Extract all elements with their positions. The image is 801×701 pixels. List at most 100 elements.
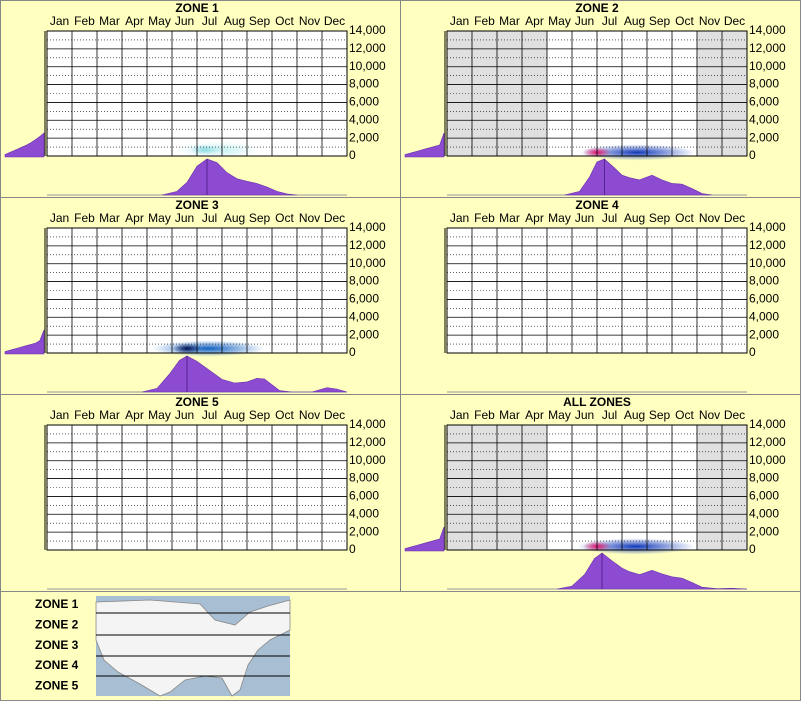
month-label: Feb xyxy=(74,408,95,422)
month-label: Dec xyxy=(324,211,345,225)
month-label: Apr xyxy=(125,211,144,225)
panel-title: ZONE 5 xyxy=(175,395,219,409)
y-tick-label: 10,000 xyxy=(749,453,786,467)
month-label: Sep xyxy=(649,408,671,422)
y-tick-label: 2,000 xyxy=(749,130,779,144)
y-tick-label: 14,000 xyxy=(749,417,786,431)
month-label: Mar xyxy=(99,211,120,225)
month-label: May xyxy=(148,14,171,28)
plot-border xyxy=(46,30,348,157)
shaded-month xyxy=(472,425,497,550)
y-tick-label: 12,000 xyxy=(349,238,386,252)
month-label: Apr xyxy=(125,14,144,28)
month-label: Dec xyxy=(324,408,345,422)
month-label: Mar xyxy=(499,211,520,225)
month-label: Sep xyxy=(649,14,671,28)
month-label: Mar xyxy=(499,408,520,422)
y-tick-label: 12,000 xyxy=(349,41,386,55)
month-label: Feb xyxy=(74,14,95,28)
y-tick-label: 8,000 xyxy=(349,471,379,485)
month-label: May xyxy=(548,211,571,225)
month-label: Oct xyxy=(275,14,294,28)
y-tick-label: 8,000 xyxy=(349,77,379,91)
month-label: Jun xyxy=(575,408,594,422)
panel-title: ZONE 4 xyxy=(575,198,619,212)
y-tick-label: 4,000 xyxy=(349,309,379,323)
month-label: Jan xyxy=(50,408,69,422)
month-label: Jun xyxy=(575,14,594,28)
y-tick-label: 6,000 xyxy=(749,95,779,109)
month-label: Dec xyxy=(724,211,745,225)
month-label: Mar xyxy=(99,408,120,422)
month-label: Jan xyxy=(450,408,469,422)
panel-title: ZONE 3 xyxy=(175,198,219,212)
month-label: Mar xyxy=(99,14,120,28)
y-tick-label: 12,000 xyxy=(749,41,786,55)
month-label: Jun xyxy=(575,211,594,225)
month-label: Jan xyxy=(450,14,469,28)
shaded-month xyxy=(722,425,747,550)
month-label: Oct xyxy=(675,211,694,225)
month-label: May xyxy=(148,408,171,422)
month-label: Jan xyxy=(50,211,69,225)
month-label: Jun xyxy=(175,14,194,28)
month-density xyxy=(141,355,348,393)
month-label: Aug xyxy=(224,408,245,422)
y-tick-label: 10,000 xyxy=(349,59,386,73)
y-tick-label: 8,000 xyxy=(749,274,779,288)
month-label: Jan xyxy=(450,211,469,225)
hotspot xyxy=(152,340,265,357)
y-tick-label: 8,000 xyxy=(749,77,779,91)
y-tick-label: 2,000 xyxy=(749,524,779,538)
map-land xyxy=(95,599,291,697)
panel-title: ZONE 2 xyxy=(575,1,619,15)
month-label: Nov xyxy=(699,408,720,422)
month-label: Feb xyxy=(74,211,95,225)
month-label: May xyxy=(548,408,571,422)
legend-label: ZONE 4 xyxy=(35,658,79,672)
month-label: Nov xyxy=(699,211,720,225)
month-label: Oct xyxy=(275,211,294,225)
legend-label: ZONE 3 xyxy=(35,638,79,652)
month-label: Feb xyxy=(474,408,495,422)
elevation-density xyxy=(404,132,445,158)
month-label: Dec xyxy=(324,14,345,28)
shaded-month xyxy=(497,31,522,156)
y-tick-label: 0 xyxy=(749,345,756,359)
y-tick-label: 0 xyxy=(349,345,356,359)
month-label: Dec xyxy=(724,14,745,28)
y-tick-label: 6,000 xyxy=(349,292,379,306)
y-tick-label: 14,000 xyxy=(749,220,786,234)
month-label: Aug xyxy=(224,211,245,225)
month-label: Aug xyxy=(624,211,645,225)
month-label: Apr xyxy=(525,408,544,422)
y-tick-label: 12,000 xyxy=(749,435,786,449)
month-label: Nov xyxy=(699,14,720,28)
hotspot-peak xyxy=(190,144,219,155)
y-tick-label: 6,000 xyxy=(349,95,379,109)
y-tick-label: 14,000 xyxy=(349,417,386,431)
y-tick-label: 0 xyxy=(749,542,756,556)
y-tick-label: 10,000 xyxy=(749,59,786,73)
month-label: Jul xyxy=(202,14,217,28)
month-label: May xyxy=(548,14,571,28)
shaded-month xyxy=(722,31,747,156)
y-tick-label: 8,000 xyxy=(749,471,779,485)
elevation-density xyxy=(4,132,45,158)
month-label: Oct xyxy=(675,408,694,422)
month-density xyxy=(564,158,713,196)
month-label: Sep xyxy=(649,211,671,225)
month-label: May xyxy=(148,211,171,225)
y-tick-label: 14,000 xyxy=(349,23,386,37)
month-label: Apr xyxy=(125,408,144,422)
y-tick-label: 14,000 xyxy=(349,220,386,234)
y-tick-label: 8,000 xyxy=(349,274,379,288)
y-tick-label: 2,000 xyxy=(349,524,379,538)
legend-label: ZONE 1 xyxy=(35,597,79,611)
y-tick-label: 6,000 xyxy=(749,292,779,306)
y-tick-label: 6,000 xyxy=(749,489,779,503)
month-label: Jul xyxy=(202,211,217,225)
plot-border xyxy=(446,424,748,551)
month-label: Jun xyxy=(175,408,194,422)
